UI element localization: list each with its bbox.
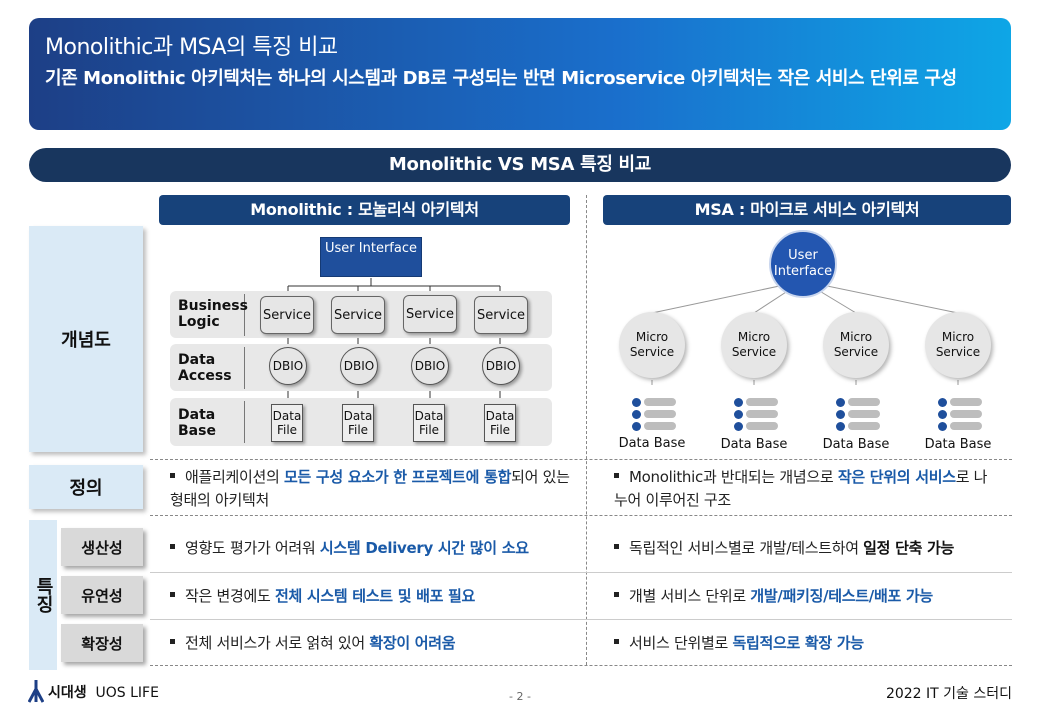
row-separator	[150, 459, 1012, 460]
monolithic-column-header: Monolithic : 모놀리식 아키텍처	[159, 195, 570, 225]
row-separator	[150, 665, 1012, 666]
row-label-features: 특징	[29, 520, 57, 670]
page-title: Monolithic과 MSA의 특징 비교	[45, 35, 338, 60]
dbio-circle: DBIO	[411, 347, 449, 385]
bullet-icon	[614, 592, 619, 597]
highlight-text: 개발/패키징/테스트/배포 가능	[750, 587, 933, 605]
text-part: 전체 서비스가 서로 얽혀 있어	[185, 634, 370, 652]
highlight-text: 독립적으로 확장 가능	[732, 634, 864, 652]
text-part: 서비스 단위별로	[629, 634, 733, 652]
dbio-circle: DBIO	[340, 347, 378, 385]
micro-service-node: Micro Service	[619, 312, 685, 378]
text-part: 로 나누어 이루어진 구조	[614, 468, 988, 509]
band-label-data-base: Data Base	[178, 407, 216, 439]
text-part: Monolithic과 반대되는 개념으로	[629, 468, 838, 486]
data-file-label: Data File	[414, 409, 444, 437]
msa-column-header: MSA : 마이크로 서비스 아키텍처	[603, 195, 1011, 225]
highlight-text: 전체 시스템 테스트 및 배포 필요	[274, 587, 476, 605]
row-separator	[150, 515, 1012, 516]
header-banner	[29, 18, 1011, 130]
row-label-productivity: 생산성	[61, 528, 143, 566]
page-number: - 2 -	[509, 690, 531, 703]
highlight-text: 모든 구성 요소가 한 프로젝트에 통합	[283, 468, 512, 486]
micro-service-node: Micro Service	[721, 312, 787, 378]
row-label-concept: 개념도	[29, 226, 143, 452]
text-part: 되어 있는 형태의 아키텍처	[170, 468, 570, 509]
page-description: 기존 Monolithic 아키텍처는 하나의 시스템과 DB로 구성되는 반면…	[45, 68, 957, 89]
data-file-icon: Data File	[271, 404, 303, 442]
micro-service-node: Micro Service	[925, 312, 991, 378]
row-label-definition: 정의	[29, 465, 143, 509]
database-icon	[938, 396, 982, 432]
bullet-icon	[170, 473, 175, 478]
msa-definition: Monolithic과 반대되는 개념으로 작은 단위의 서비스로 나누어 이루…	[614, 466, 994, 512]
database-label: Data Base	[720, 437, 788, 452]
msa-user-interface: User Interface	[769, 230, 837, 298]
logo-subtitle: UOS LIFE	[95, 685, 159, 701]
row-separator	[150, 572, 1012, 573]
database-icon	[632, 396, 676, 432]
band-divider	[244, 401, 245, 443]
monolithic-user-interface: User Interface	[320, 237, 422, 277]
text-part: 개별 서비스 단위로	[629, 587, 751, 605]
bullet-icon	[170, 544, 175, 549]
row-label-scalability: 확장성	[61, 624, 143, 662]
service-box: Service	[331, 296, 385, 334]
data-file-label: Data File	[343, 409, 373, 437]
row-separator	[150, 619, 1012, 620]
column-divider	[586, 195, 587, 665]
mono-flexibility: 작은 변경에도 전체 시스템 테스트 및 배포 필요	[170, 585, 580, 608]
data-file-icon: Data File	[342, 404, 374, 442]
dbio-circle: DBIO	[269, 347, 307, 385]
band-divider	[244, 347, 245, 389]
database-icon	[734, 396, 778, 432]
bullet-icon	[170, 639, 175, 644]
highlight-text: 확장이 어려움	[369, 634, 456, 652]
text-part: 작은 변경에도	[185, 587, 275, 605]
msa-productivity: 독립적인 서비스별로 개발/테스트하여 일정 단축 가능	[614, 537, 1012, 560]
bullet-icon	[170, 592, 175, 597]
data-file-icon: Data File	[484, 404, 516, 442]
features-label-text: 특징	[33, 577, 54, 613]
mono-productivity: 영향도 평가가 어려워 시스템 Delivery 시간 많이 소요	[170, 537, 580, 560]
database-label: Data Base	[924, 437, 992, 452]
logo-icon	[28, 680, 44, 703]
highlight-text: 시스템 Delivery 시간 많이 소요	[319, 539, 529, 557]
highlight-text: 작은 단위의 서비스	[837, 468, 956, 486]
data-file-label: Data File	[272, 409, 302, 437]
bullet-icon	[614, 544, 619, 549]
database-label: Data Base	[822, 437, 890, 452]
database-label: Data Base	[618, 436, 686, 451]
mono-scalability: 전체 서비스가 서로 얽혀 있어 확장이 어려움	[170, 632, 580, 655]
row-label-flexibility: 유연성	[61, 576, 143, 614]
msa-scalability: 서비스 단위별로 독립적으로 확장 가능	[614, 632, 1012, 655]
logo-name: 시대생	[48, 685, 87, 701]
data-file-label: Data File	[485, 409, 515, 437]
band-label-business-logic: Business Logic	[178, 298, 248, 330]
text-part: 독립적인 서비스별로 개발/테스트하여	[629, 539, 864, 557]
bullet-icon	[614, 639, 619, 644]
service-box: Service	[474, 296, 528, 334]
footer-right-text: 2022 IT 기술 스터디	[885, 686, 1012, 702]
bullet-icon	[614, 473, 619, 478]
service-box: Service	[403, 295, 457, 333]
micro-service-node: Micro Service	[823, 312, 889, 378]
service-box: Service	[260, 296, 314, 334]
section-title: Monolithic VS MSA 특징 비교	[29, 148, 1011, 182]
data-file-icon: Data File	[413, 404, 445, 442]
text-part: 애플리케이션의	[185, 468, 284, 486]
dbio-circle: DBIO	[482, 347, 520, 385]
highlight-text: 일정 단축 가능	[863, 539, 955, 557]
database-icon	[836, 396, 880, 432]
footer-logo-text: 시대생 UOS LIFE	[48, 682, 159, 702]
msa-flexibility: 개별 서비스 단위로 개발/패키징/테스트/배포 가능	[614, 585, 1012, 608]
band-label-data-access: Data Access	[178, 352, 232, 384]
text-part: 영향도 평가가 어려워	[185, 539, 320, 557]
mono-definition: 애플리케이션의 모든 구성 요소가 한 프로젝트에 통합되어 있는 형태의 아키…	[170, 466, 570, 512]
band-divider	[244, 294, 245, 336]
